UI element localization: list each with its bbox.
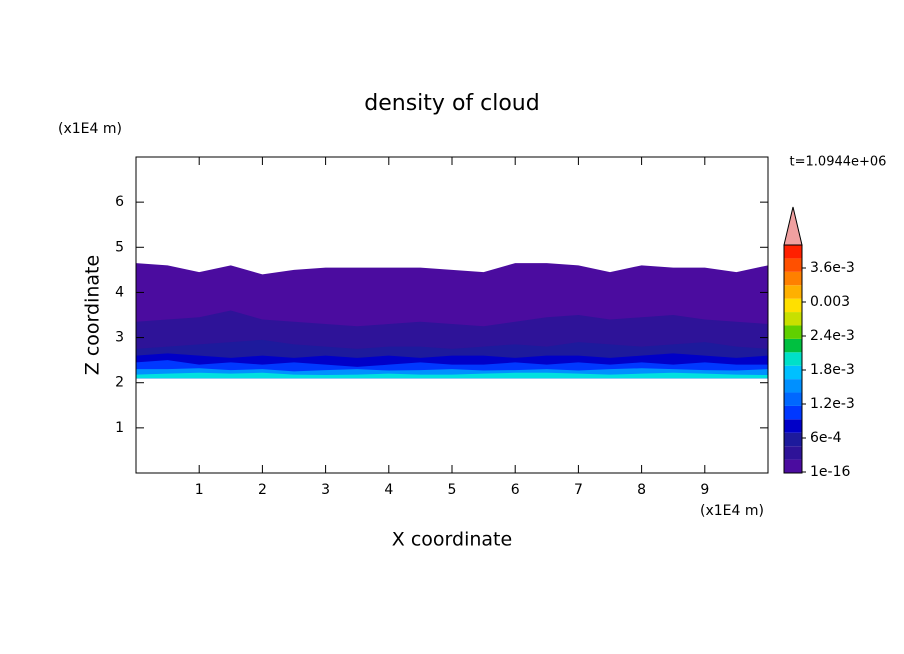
colorbar-box [784, 285, 802, 299]
x-unit: (x1E4 m) [700, 503, 764, 519]
colorbar-box [784, 419, 802, 433]
y-tick-label: 3 [115, 330, 124, 346]
colorbar-box [784, 325, 802, 339]
x-tick-label: 2 [258, 482, 267, 498]
colorbar-label: 1.8e-3 [810, 362, 855, 378]
x-tick-label: 1 [195, 482, 204, 498]
chart-title: density of cloud [364, 91, 539, 116]
x-tick-label: 4 [384, 482, 393, 498]
y-tick-label: 5 [115, 239, 124, 255]
colorbar-box [784, 338, 802, 353]
colorbar-box [784, 352, 802, 366]
colorbar-label: 0.003 [810, 294, 850, 310]
y-unit: (x1E4 m) [58, 121, 122, 137]
colorbar-box [784, 312, 802, 326]
colorbar-box [784, 432, 802, 447]
colorbar-box [784, 271, 802, 286]
y-tick-label: 2 [115, 375, 124, 391]
colorbar-box [784, 379, 802, 393]
x-tick-label: 8 [637, 482, 646, 498]
colorbar-label: 3.6e-3 [810, 260, 855, 276]
colorbar-box [784, 405, 802, 420]
contour-band [136, 372, 768, 379]
x-tick-label: 3 [321, 482, 330, 498]
colorbar-box [784, 258, 802, 272]
colorbar-label: 6e-4 [810, 430, 842, 446]
y-tick-label: 4 [115, 284, 124, 300]
colorbar-box [784, 392, 802, 406]
colorbar-label: 1e-16 [810, 464, 850, 480]
y-tick-label: 6 [115, 194, 124, 210]
x-tick-label: 7 [574, 482, 583, 498]
x-tick-label: 6 [511, 482, 520, 498]
colorbar-box [784, 459, 802, 473]
colorbar-label: 1.2e-3 [810, 396, 855, 412]
colorbar-box [784, 365, 802, 380]
colorbar-box [784, 446, 802, 460]
x-tick-label: 9 [700, 482, 709, 498]
x-axis-label: X coordinate [392, 529, 512, 551]
y-axis-label: Z coordinate [82, 255, 104, 375]
colorbar-box [784, 298, 802, 313]
x-tick-label: 5 [448, 482, 457, 498]
colorbar-box [784, 245, 802, 259]
time-label: t=1.0944e+06 [790, 155, 887, 170]
colorbar-frame [783, 244, 803, 474]
y-tick-label: 1 [115, 420, 124, 436]
colorbar-label: 2.4e-3 [810, 328, 855, 344]
